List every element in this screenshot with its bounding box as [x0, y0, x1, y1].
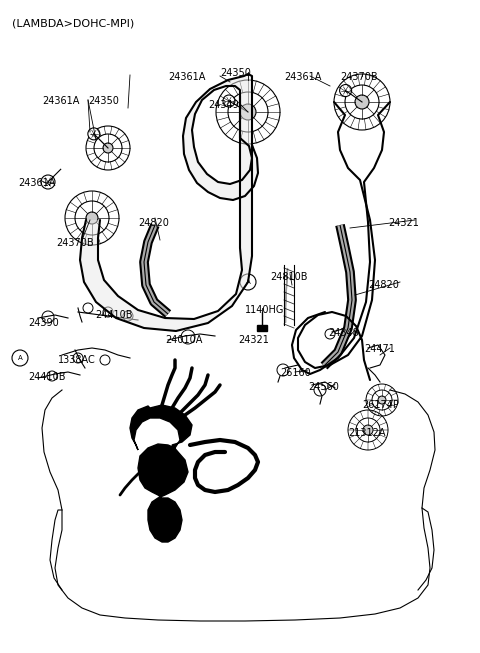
Text: 24361A: 24361A [42, 96, 79, 106]
Text: A: A [246, 279, 251, 285]
Text: 26174P: 26174P [362, 400, 399, 410]
Text: 26160: 26160 [280, 368, 311, 378]
Circle shape [240, 104, 256, 120]
Text: 24370B: 24370B [56, 238, 94, 248]
Text: A: A [18, 355, 23, 361]
Text: 24820: 24820 [368, 280, 399, 290]
Text: 24820: 24820 [138, 218, 169, 228]
Text: 21312A: 21312A [348, 428, 385, 438]
Text: 24350: 24350 [220, 68, 251, 78]
Text: 24370B: 24370B [340, 72, 378, 82]
Text: 24361A: 24361A [284, 72, 322, 82]
Text: 24361A: 24361A [18, 178, 55, 188]
Circle shape [88, 128, 100, 140]
Polygon shape [130, 405, 192, 542]
Text: 24560: 24560 [308, 382, 339, 392]
Text: 24471: 24471 [364, 344, 395, 354]
Text: 24390: 24390 [28, 318, 59, 328]
Text: (LAMBDA>DOHC-MPI): (LAMBDA>DOHC-MPI) [12, 18, 134, 28]
Text: 24010A: 24010A [165, 335, 203, 345]
Text: 24348: 24348 [328, 328, 359, 338]
Circle shape [355, 95, 369, 109]
Circle shape [363, 425, 373, 435]
Text: 24810B: 24810B [270, 272, 308, 282]
Text: 1140HG: 1140HG [245, 305, 284, 315]
Circle shape [86, 212, 98, 224]
Text: 24361A: 24361A [168, 72, 205, 82]
Text: 24350: 24350 [88, 96, 119, 106]
Text: 1338AC: 1338AC [58, 355, 96, 365]
Text: 24349: 24349 [208, 100, 239, 110]
Text: 24321: 24321 [388, 218, 419, 228]
Text: 24410B: 24410B [95, 310, 132, 320]
Circle shape [41, 175, 55, 189]
Circle shape [378, 396, 386, 404]
Circle shape [340, 84, 352, 97]
Polygon shape [80, 74, 258, 331]
Circle shape [223, 95, 235, 107]
Text: 24321: 24321 [238, 335, 269, 345]
Bar [257, 325, 267, 331]
Text: 24410B: 24410B [28, 372, 65, 382]
Circle shape [103, 143, 113, 153]
